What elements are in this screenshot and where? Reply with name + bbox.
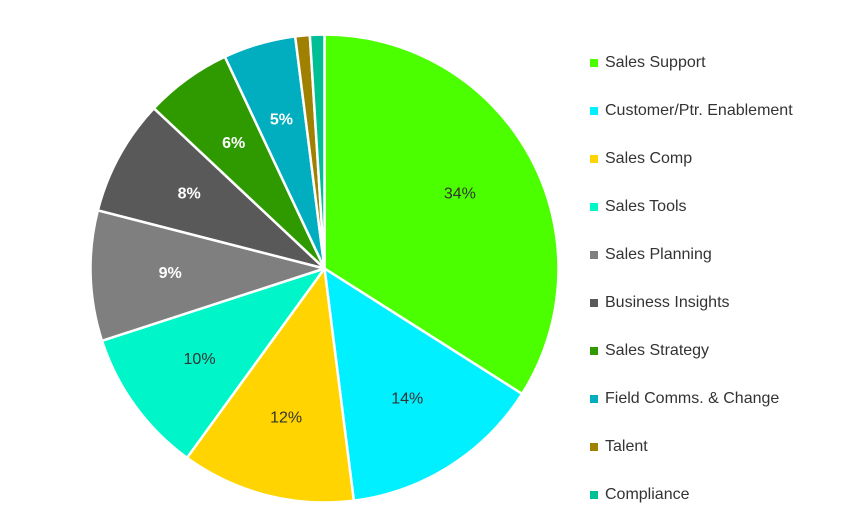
- legend-item-sales-strategy: Sales Strategy: [590, 339, 860, 387]
- legend-item-compliance: Compliance: [590, 483, 860, 531]
- pie-slice-sales-planning: [89, 209, 326, 343]
- legend-item-sales-comp: Sales Comp: [590, 147, 860, 195]
- legend-item-sales-tools: Sales Tools: [590, 195, 860, 243]
- slice-label-sales-planning: 9%: [159, 265, 182, 282]
- legend-swatch: [590, 443, 598, 451]
- legend: Sales Support Customer/Ptr. Enablement Sal…: [590, 51, 860, 531]
- slice-label-sales-support: 34%: [444, 186, 476, 203]
- legend-swatch: [590, 155, 598, 163]
- legend-swatch: [590, 107, 598, 115]
- legend-label: Sales Strategy: [605, 342, 710, 359]
- slice-label-business-insights: 8%: [178, 186, 201, 203]
- legend-swatch: [590, 347, 598, 355]
- legend-swatch: [590, 395, 598, 403]
- legend-label: Compliance: [605, 486, 690, 503]
- slice-label-sales-comp: 12%: [270, 410, 302, 427]
- legend-label: Customer/Ptr. Enablement: [605, 102, 793, 119]
- legend-label: Business Insights: [605, 294, 730, 311]
- legend-item-field-comms-change: Field Comms. & Change: [590, 387, 860, 435]
- slice-label-sales-tools: 10%: [184, 351, 216, 368]
- pie-slice-customer-ptr-enablement: [323, 267, 524, 502]
- legend-item-talent: Talent: [590, 435, 860, 483]
- slice-label-sales-strategy: 6%: [222, 135, 245, 152]
- legend-label: Talent: [605, 438, 648, 455]
- pie-slice-sales-comp: [185, 267, 356, 504]
- legend-label: Sales Comp: [605, 150, 693, 167]
- legend-swatch: [590, 299, 598, 307]
- legend-swatch: [590, 203, 598, 211]
- legend-swatch: [590, 59, 598, 67]
- slice-label-field-comms-change: 5%: [270, 112, 293, 129]
- legend-label: Sales Tools: [605, 198, 687, 215]
- slice-label-customer-ptr-enablement: 14%: [391, 390, 423, 407]
- legend-item-customer-ptr-enablement: Customer/Ptr. Enablement: [590, 99, 860, 147]
- legend-swatch: [590, 491, 598, 499]
- legend-label: Field Comms. & Change: [605, 390, 780, 407]
- pie-slice-business-insights: [96, 107, 326, 270]
- pie-slice-compliance: [308, 33, 326, 270]
- legend-swatch: [590, 251, 598, 259]
- legend-label: Sales Support: [605, 54, 706, 71]
- pie-slice-sales-support: [323, 33, 560, 396]
- legend-item-sales-planning: Sales Planning: [590, 243, 860, 291]
- legend-label: Sales Planning: [605, 246, 712, 263]
- legend-item-business-insights: Business Insights: [590, 291, 860, 339]
- legend-item-sales-support: Sales Support: [590, 51, 860, 99]
- pie-slice-sales-tools: [100, 267, 326, 460]
